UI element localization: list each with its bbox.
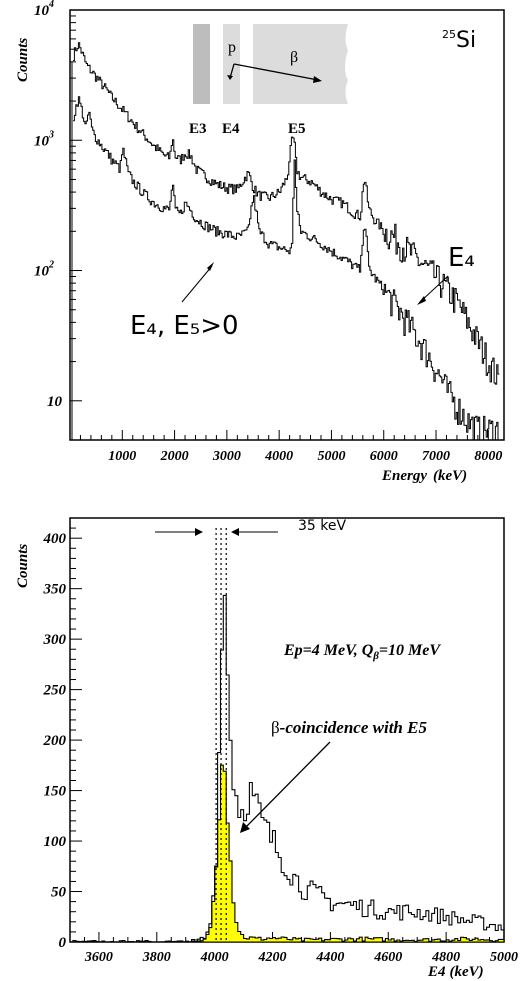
top-x-tick-label: 2000	[160, 449, 189, 464]
bottom-y-tick-label: 200	[43, 733, 67, 749]
inset-p-label: p	[228, 39, 236, 56]
coincidence-beta: β	[271, 718, 280, 737]
top-y-tick-label: 103	[34, 129, 54, 149]
bottom-x-label-unit: (keV)	[450, 964, 484, 980]
top-x-tick-label: 1000	[108, 449, 136, 464]
top-x-tick-label: 8000	[474, 449, 502, 464]
isotope-mass: 25	[442, 28, 456, 41]
detector-label-e5: E5	[288, 121, 306, 137]
beta-arrowhead	[313, 76, 322, 83]
bottom-y-tick-label: 250	[43, 683, 67, 699]
bottom-y-tick-label: 300	[43, 632, 67, 648]
tick-mantissa: 10	[34, 3, 50, 19]
bottom-y-tick-label: 400	[43, 531, 67, 547]
bottom-x-tick-label: 4800	[431, 950, 460, 965]
bottom-x-tick-label: 4000	[200, 950, 229, 965]
top-y-tick-label: 104	[34, 0, 54, 19]
top-x-label-text: Energy	[381, 468, 427, 484]
inset-beta-label: β	[290, 49, 298, 66]
beta-arrow	[233, 63, 319, 81]
tick-exponent: 2	[48, 260, 54, 271]
top-x-tick-label: 6000	[370, 449, 398, 464]
params-label: Ep=4 MeV, Qβ=10 MeV	[283, 642, 441, 662]
spectrum-panel: p β E3 E4 E5 25Si Counts Energy (keV) 100…	[15, 0, 505, 484]
top-x-tick-label: 3000	[212, 449, 241, 464]
bottom-x-label-e: E4	[427, 964, 446, 980]
bottom-x-tick-label: 3800	[142, 950, 171, 965]
top-y-tick-label: 102	[34, 260, 54, 280]
detector-inset: p β E3 E4 E5	[189, 24, 348, 137]
annotation-coincidence-arrow	[181, 265, 213, 303]
resolution-arrowhead-right	[231, 528, 239, 536]
resolution-arrowhead-left	[195, 528, 203, 536]
bottom-x-axis-label: E4 (keV)	[427, 964, 484, 980]
annotation-e4-e5: E₄, E₅>0	[130, 311, 239, 341]
top-y-axis-label: Counts	[15, 38, 31, 82]
bottom-series-group	[70, 528, 505, 943]
bottom-y-tick-label: 50	[51, 885, 67, 901]
detector-e4-bar	[223, 24, 240, 104]
top-y-tick-label: 10	[47, 394, 63, 410]
isotope-label: 25Si	[442, 28, 476, 53]
bottom-x-tick-label: 4200	[258, 950, 287, 965]
series-line-0	[73, 42, 500, 385]
params-sub: β	[372, 650, 379, 662]
tick-mantissa: 10	[34, 133, 50, 149]
bottom-y-axis-label: Counts	[15, 544, 31, 588]
tick-mantissa: 10	[47, 394, 63, 410]
histogram-panel: Counts E4 (keV) 3600 3800 4000 4200 4400 4600 4…	[15, 517, 518, 980]
coincidence-label: β-coincidence with E5	[271, 718, 427, 737]
bottom-y-tick-label: 100	[44, 834, 67, 850]
top-x-axis-label: Energy (keV)	[381, 468, 467, 484]
params-text: Ep=4 MeV, Q	[283, 642, 374, 659]
bottom-x-tick-label: 3600	[84, 950, 113, 965]
coincidence-arrow	[244, 741, 331, 829]
top-axis-ticks: 1000 2000 3000 4000 5000 6000 7000 800010102103…	[34, 0, 502, 464]
top-x-label-unit: (keV)	[433, 468, 467, 484]
bottom-y-tick-label: 350	[43, 582, 67, 598]
top-x-tick-label: 7000	[422, 449, 450, 464]
coincidence-text: -coincidence with E5	[280, 718, 428, 737]
coincidence-histogram	[70, 764, 505, 943]
tick-mantissa: 10	[34, 264, 50, 280]
bottom-x-tick-label: 5000	[490, 950, 518, 965]
top-x-tick-label: 5000	[317, 449, 345, 464]
detector-e5-bar	[253, 24, 348, 104]
detector-e3-bar	[193, 24, 210, 104]
tick-exponent: 4	[48, 0, 54, 10]
params-tail: =10 MeV	[379, 642, 441, 659]
annotation-coincidence-arrowhead	[207, 262, 214, 271]
coincidence-arrowhead	[240, 822, 250, 833]
proton-arrowhead	[227, 75, 233, 80]
annotation-e4: E₄	[448, 243, 475, 273]
bottom-x-tick-label: 4600	[373, 950, 402, 965]
series-line-1	[73, 96, 500, 441]
bottom-axis-ticks: 3600 3800 4000 4200 4400 4600 4800 5000 0 50 100 15…	[43, 527, 518, 965]
resolution-label: 35 keV	[298, 518, 346, 534]
top-series-group	[71, 42, 500, 441]
top-plot-frame	[69, 9, 505, 441]
bottom-y-tick-label: 0	[59, 935, 67, 951]
bottom-y-tick-label: 150	[44, 784, 67, 800]
detector-label-e3: E3	[189, 121, 207, 137]
isotope-symbol: Si	[456, 28, 476, 53]
tick-exponent: 3	[48, 129, 54, 140]
total-histogram	[70, 594, 505, 943]
bottom-x-tick-label: 4400	[315, 950, 344, 965]
annotation-e4-arrowhead	[417, 296, 426, 305]
top-x-tick-label: 4000	[264, 449, 293, 464]
detector-label-e4: E4	[222, 121, 240, 137]
